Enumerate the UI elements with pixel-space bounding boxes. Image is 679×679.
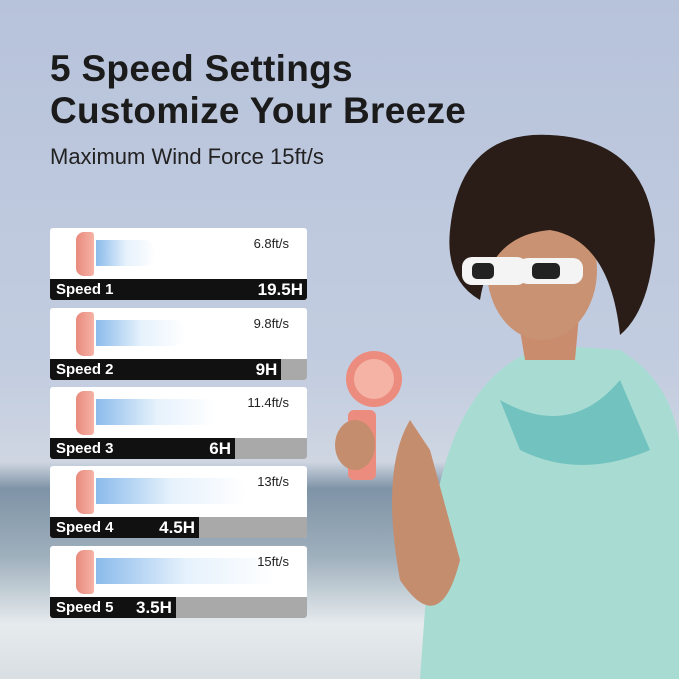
runtime-hours: 3.5H (136, 598, 172, 617)
wind-speed: 9.8ft/s (253, 316, 289, 331)
wind-graphic (96, 240, 156, 266)
wind-graphic (96, 558, 276, 584)
runtime-hours: 6H (209, 439, 232, 458)
headline-line2: Customize Your Breeze (50, 90, 467, 131)
speed-card: 13ft/s Speed 4 4.5H (50, 466, 307, 538)
fan-icon (76, 312, 94, 356)
speed-label: Speed 5 (56, 599, 114, 616)
wind-speed: 15ft/s (257, 554, 289, 569)
runtime-fill: Speed 5 3.5H (50, 597, 176, 618)
wind-speed: 11.4ft/s (247, 395, 289, 410)
model-with-fan-illustration: JisuLife (335, 134, 679, 679)
fan-icon (76, 391, 94, 435)
wind-speed: 6.8ft/s (253, 236, 289, 251)
headline-line1: 5 Speed Settings (50, 48, 353, 89)
fan-icon (76, 470, 94, 514)
runtime-fill: Speed 2 9H (50, 359, 282, 380)
speed-card: 11.4ft/s Speed 3 6H (50, 387, 307, 459)
speed-label: Speed 4 (56, 519, 114, 536)
speed-card: 6.8ft/s Speed 1 19.5H (50, 228, 307, 300)
wind-graphic (96, 478, 246, 504)
wind-graphic (96, 320, 186, 346)
speed-label: Speed 2 (56, 361, 114, 378)
runtime-fill: Speed 3 6H (50, 438, 236, 459)
runtime-bar: Speed 3 6H (50, 438, 307, 459)
wind-speed: 13ft/s (257, 474, 289, 489)
runtime-hours: 9H (255, 360, 278, 379)
runtime-bar: Speed 4 4.5H (50, 517, 307, 538)
fan-icon (76, 232, 94, 276)
speed-label: Speed 1 (56, 281, 114, 298)
subtitle: Maximum Wind Force 15ft/s (50, 144, 324, 169)
runtime-bar: Speed 2 9H (50, 359, 307, 380)
speed-label: Speed 3 (56, 440, 114, 457)
speed-card: 15ft/s Speed 5 3.5H (50, 546, 307, 618)
fan-icon (76, 550, 94, 594)
wind-graphic (96, 399, 216, 425)
runtime-bar: Speed 1 19.5H (50, 279, 307, 300)
runtime-hours: 19.5H (257, 280, 303, 299)
runtime-bar: Speed 5 3.5H (50, 597, 307, 618)
runtime-fill: Speed 4 4.5H (50, 517, 200, 538)
runtime-fill: Speed 1 19.5H (50, 279, 307, 300)
speed-card: 9.8ft/s Speed 2 9H (50, 308, 307, 380)
runtime-hours: 4.5H (159, 518, 196, 537)
